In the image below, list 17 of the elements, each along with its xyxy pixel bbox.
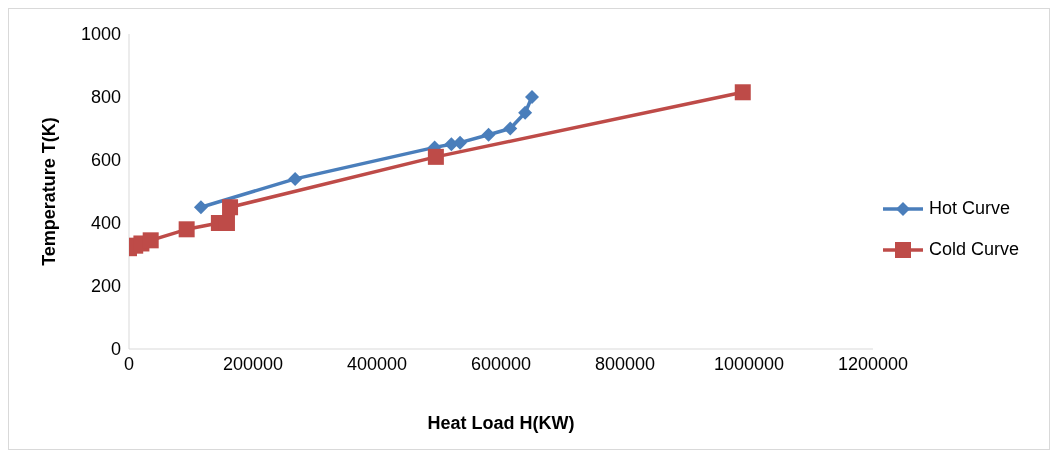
y-tick-label: 1000 bbox=[80, 24, 121, 45]
x-tick-label: 200000 bbox=[222, 353, 284, 374]
x-tick-label: 0 bbox=[123, 353, 135, 374]
x-tick-label: 1200000 bbox=[837, 353, 908, 374]
y-tick-label: 400 bbox=[90, 213, 121, 234]
y-axis-title: Temperature T(K) bbox=[39, 117, 60, 266]
y-tick-label: 200 bbox=[90, 276, 121, 297]
y-tick-label: 0 bbox=[110, 339, 121, 360]
y-tick-label: 600 bbox=[90, 150, 121, 171]
x-tick-label: 400000 bbox=[346, 353, 408, 374]
x-axis-title: Heat Load H(KW) bbox=[427, 413, 575, 433]
y-tick-label: 800 bbox=[90, 87, 121, 108]
legend-label: Cold Curve bbox=[928, 239, 1019, 260]
x-tick-label: 600000 bbox=[470, 353, 532, 374]
legend-label: Hot Curve bbox=[928, 198, 1010, 219]
x-tick-label: 1000000 bbox=[713, 353, 784, 374]
x-tick-label: 800000 bbox=[594, 353, 656, 374]
